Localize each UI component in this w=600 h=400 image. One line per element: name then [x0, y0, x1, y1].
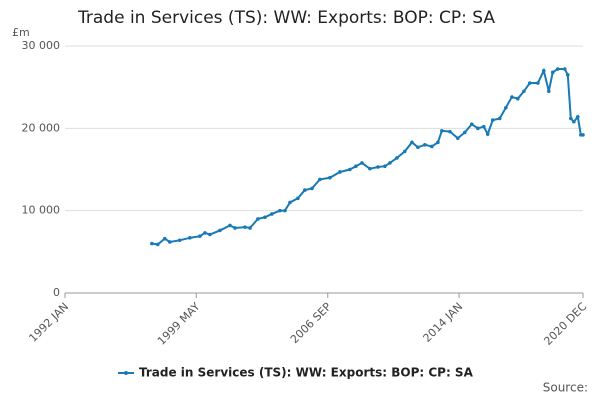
legend-marker: [124, 371, 128, 375]
data-point: [354, 164, 358, 169]
y-tick-label: 10 000: [22, 204, 61, 217]
x-tick-label: 1999 MAY: [155, 300, 203, 348]
data-point: [402, 149, 407, 154]
x-tick-label: 2020 DEC: [541, 300, 589, 348]
data-point: [338, 170, 342, 174]
source-label: Source:: [543, 381, 588, 395]
data-point: [243, 225, 247, 229]
data-point: [510, 95, 514, 99]
data-point: [497, 116, 502, 121]
data-point: [569, 116, 573, 121]
data-point: [233, 226, 237, 230]
data-point: [248, 226, 252, 230]
data-point: [581, 133, 585, 137]
data-point: [440, 129, 444, 133]
data-point: [469, 122, 474, 127]
data-point: [296, 196, 300, 201]
data-point: [218, 228, 222, 233]
data-point: [188, 236, 192, 240]
legend-label: Trade in Services (TS): WW: Exports: BOP…: [139, 366, 474, 380]
data-point: [167, 240, 172, 244]
data-point: [462, 130, 467, 135]
data-point: [516, 96, 520, 101]
data-point: [177, 238, 182, 243]
data-point: [303, 188, 307, 192]
data-point: [536, 81, 540, 85]
data-point: [155, 242, 160, 247]
data-point: [546, 89, 551, 94]
data-point: [328, 175, 332, 180]
data-point: [555, 67, 560, 71]
data-point: [278, 208, 282, 213]
data-point: [436, 140, 440, 145]
data-point: [208, 232, 212, 237]
data-point: [263, 215, 267, 220]
data-point: [368, 166, 372, 171]
data-point: [388, 161, 392, 165]
data-point: [562, 67, 567, 71]
x-tick-label: 2006 SEP: [288, 300, 334, 346]
y-tick-label: 0: [53, 286, 60, 299]
data-point: [410, 140, 414, 145]
data-point: [576, 115, 580, 119]
data-point: [522, 89, 526, 94]
data-point: [383, 164, 387, 169]
data-point: [455, 136, 460, 141]
data-point: [150, 241, 154, 246]
data-point: [430, 144, 434, 149]
data-point: [283, 208, 287, 213]
data-point: [448, 129, 452, 134]
data-point: [541, 68, 546, 73]
data-point: [485, 132, 490, 136]
y-tick-label: 30 000: [22, 39, 61, 52]
data-point: [565, 73, 570, 77]
y-tick-label: 20 000: [22, 121, 61, 134]
x-tick-label: 2014 JAN: [421, 300, 466, 345]
data-point: [270, 212, 274, 216]
chart-title: Trade in Services (TS): WW: Exports: BOP…: [77, 8, 495, 28]
data-point: [376, 165, 380, 169]
data-point: [504, 105, 508, 110]
data-point: [416, 145, 420, 150]
data-point: [423, 143, 427, 147]
x-tick-label: 1992 JAN: [26, 300, 71, 345]
data-point: [476, 126, 480, 131]
data-point: [550, 70, 555, 75]
series-line: [151, 67, 583, 246]
data-point: [288, 200, 292, 205]
data-point: [572, 119, 576, 124]
y-unit-label: £m: [12, 26, 30, 39]
data-point: [228, 223, 232, 228]
data-point: [395, 156, 399, 160]
data-point: [360, 161, 364, 165]
data-point: [490, 118, 495, 122]
data-point: [318, 177, 322, 182]
data-point: [256, 217, 260, 221]
data-point: [481, 124, 486, 129]
data-point: [528, 81, 532, 85]
data-point: [203, 231, 207, 235]
data-point: [162, 236, 167, 241]
data-point: [198, 234, 202, 238]
data-point: [347, 167, 352, 172]
data-point: [310, 186, 314, 191]
